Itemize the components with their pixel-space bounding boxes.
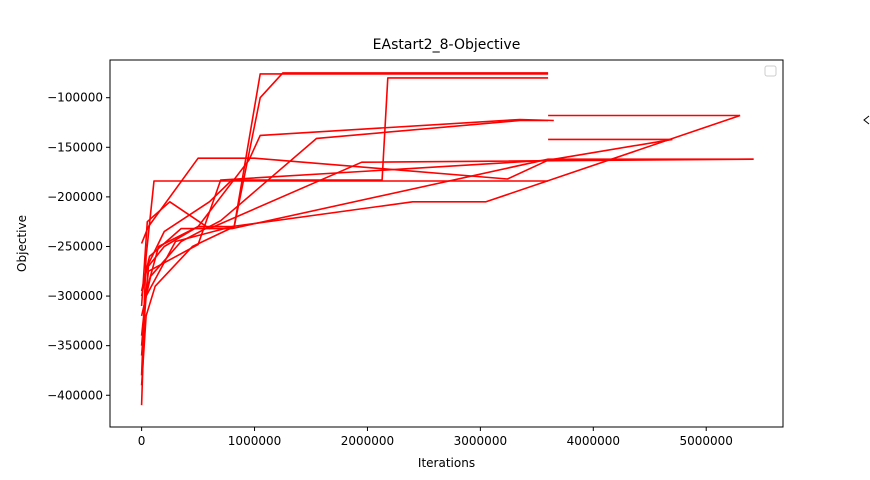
y-tick-label: −200000 (47, 190, 103, 204)
x-tick-label: 4000000 (567, 434, 620, 448)
chevron-left-icon[interactable] (863, 115, 870, 125)
chart-title: EAstart2_8-Objective (373, 37, 521, 53)
series-line (140, 119, 549, 317)
x-tick-label: 2000000 (341, 434, 394, 448)
series-line (140, 73, 549, 346)
plot-frame (109, 59, 784, 428)
y-tick-label: −350000 (47, 339, 103, 353)
series-lines (140, 72, 754, 406)
y-axis-ticks: −400000 −350000 −300000 −250000 −200000 −1500… (47, 91, 110, 402)
x-tick-label: 3000000 (454, 434, 507, 448)
series-line (140, 118, 554, 406)
legend-box[interactable] (764, 65, 777, 77)
series-line (140, 158, 754, 307)
series-line (140, 157, 549, 244)
x-axis-label: Iterations (418, 456, 475, 470)
x-tick-label: 5000000 (679, 434, 732, 448)
x-tick-label: 0 (138, 434, 146, 448)
series-line (140, 114, 741, 356)
series-line (140, 158, 754, 292)
series-line (140, 77, 549, 297)
series-line (140, 72, 549, 386)
y-tick-label: −150000 (47, 140, 103, 154)
x-axis-ticks: 0 1000000 2000000 3000000 4000000 5000000 (138, 427, 733, 448)
series-line (140, 180, 549, 376)
y-tick-label: −400000 (47, 388, 103, 402)
y-tick-label: −300000 (47, 289, 103, 303)
y-tick-label: −250000 (47, 239, 103, 253)
y-axis-label: Objective (15, 215, 29, 272)
y-tick-label: −100000 (47, 91, 103, 105)
x-tick-label: 1000000 (228, 434, 281, 448)
series-line (140, 138, 673, 336)
